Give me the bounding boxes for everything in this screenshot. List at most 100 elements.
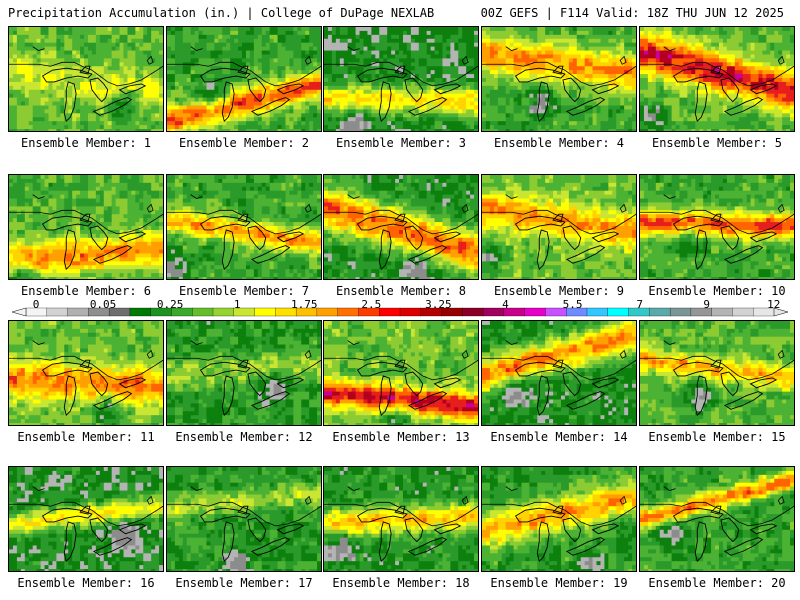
precip-cell [426,113,432,118]
precip-cell [770,70,775,75]
precip-cell [335,81,341,87]
precip-cell [347,50,353,55]
precip-cell [458,81,463,87]
precip-cell [426,109,432,114]
precip-cell [730,30,736,36]
precip-cell [406,38,412,44]
precip-cell [159,34,163,40]
precip-cell [317,121,321,126]
precip-cell [182,85,188,91]
precip-cell [170,27,176,32]
precip-cell [395,129,400,131]
precip-cell [56,89,61,95]
precip-cell [242,74,247,79]
precip-cell [56,38,61,44]
precip-cell [643,30,649,36]
precip-cell [446,30,451,36]
precip-cell [608,85,613,91]
precip-cell [182,105,188,110]
precip-cell [273,78,279,83]
precip-cell [493,38,499,44]
precip-cell [24,101,30,106]
precip-cell [238,34,243,40]
precip-cell [24,81,30,87]
precip-cell [418,50,424,55]
precip-cell [715,66,720,71]
precip-cell [249,27,255,32]
precip-cell [202,113,207,118]
precip-cell [238,89,243,95]
precip-cell [549,42,554,48]
precip-cell [87,58,93,63]
precip-cell [513,129,519,131]
precip-cell [786,46,791,52]
precip-cell [474,46,478,52]
precip-cell [87,121,93,126]
precip-cell [111,74,117,79]
precip-cell [758,93,763,99]
precip-cell [454,30,459,36]
precip-cell [331,81,337,87]
precip-cell [317,54,321,59]
precip-cell [206,70,211,75]
precip-cell [375,54,380,59]
precip-cell [667,70,673,75]
precip-cell [525,89,530,95]
precip-cell [269,129,275,131]
precip-cell [91,129,97,131]
precip-cell [222,50,227,55]
precip-cell [257,30,263,36]
precip-cell [359,113,364,118]
precip-cell [28,101,34,106]
precip-cell [265,34,271,40]
precip-cell [107,27,113,32]
precip-cell [363,105,368,110]
precip-cell [9,50,14,55]
precip-cell [214,46,219,52]
precip-cell [230,121,235,126]
precip-cell [738,78,744,83]
precip-cell [667,54,673,59]
precip-cell [281,89,286,95]
precip-cell [474,50,478,55]
precip-cell [458,30,463,36]
precip-cell [56,129,61,131]
precip-cell [687,62,692,67]
precip-cell [371,113,376,118]
precip-cell [9,93,14,99]
precip-cell [493,42,499,48]
precip-cell [127,74,132,79]
precip-cell [245,129,251,131]
precip-cell [782,34,787,40]
lake-outline [199,67,251,83]
precip-cell [242,30,247,36]
precip-cell [249,54,255,59]
precip-cell [497,101,503,106]
precip-cell [446,70,451,75]
precip-cell [568,81,574,87]
precip-cell [442,58,447,63]
precip-cell [580,85,586,91]
precip-cell [525,81,530,87]
precip-cell [285,85,290,91]
precip-cell [533,58,538,63]
precip-cell [525,54,530,59]
precip-cell [139,121,144,126]
precip-cell [489,66,495,71]
precip-cell [135,125,140,130]
precip-cell [482,50,487,55]
precip-cell [226,78,231,83]
precip-cell [339,27,345,32]
precip-cell [261,38,267,44]
precip-cell [210,50,215,55]
precip-cell [434,30,440,36]
precip-cell [402,81,408,87]
precip-cell [391,129,396,131]
precip-cell [20,46,26,52]
precip-cell [359,109,364,114]
precip-cell [529,89,534,95]
precip-cell [249,81,255,87]
precip-cell [36,38,42,44]
precip-cell [331,105,337,110]
precip-cell [297,105,302,110]
